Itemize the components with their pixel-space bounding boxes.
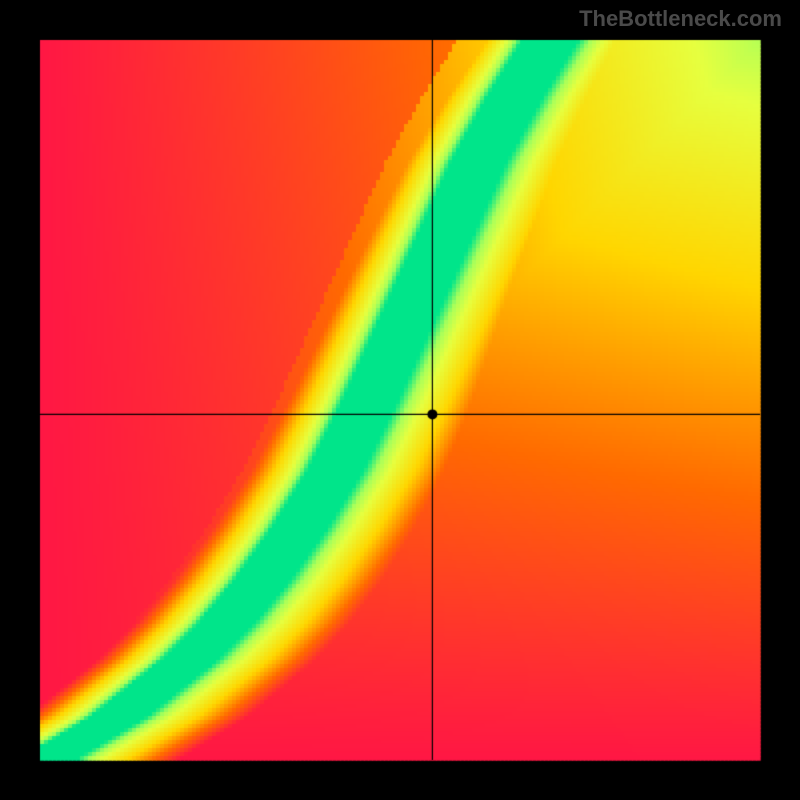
watermark-text: TheBottleneck.com xyxy=(579,6,782,32)
bottleneck-heatmap xyxy=(0,0,800,800)
